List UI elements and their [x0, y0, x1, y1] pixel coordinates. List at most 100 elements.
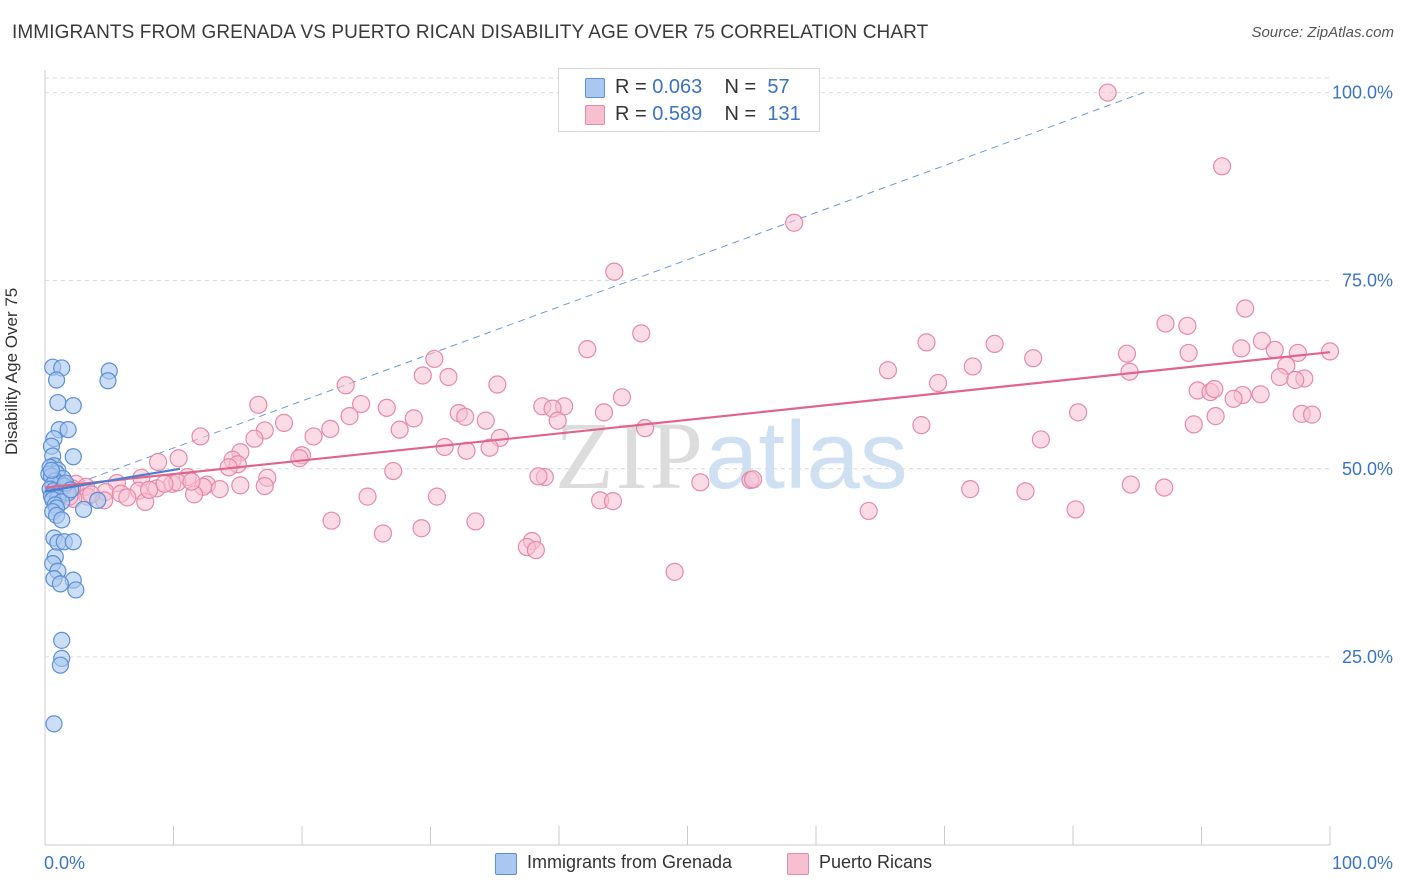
data-point-puerto-ricans	[1286, 370, 1305, 390]
data-point-puerto-ricans	[578, 340, 597, 359]
data-point-puerto-ricans	[340, 407, 359, 426]
data-point-puerto-ricans	[605, 262, 624, 281]
data-point-puerto-ricans	[322, 511, 341, 530]
data-point-grenada	[74, 500, 93, 519]
data-point-puerto-ricans	[1155, 478, 1174, 497]
data-point-puerto-ricans	[1069, 403, 1088, 422]
data-point-puerto-ricans	[1178, 316, 1197, 335]
data-point-puerto-ricans	[785, 213, 804, 232]
legend-r-label: R =	[615, 103, 653, 125]
data-point-puerto-ricans	[859, 501, 878, 521]
data-point-puerto-ricans	[1320, 342, 1340, 361]
data-point-puerto-ricans	[529, 467, 548, 486]
data-point-grenada	[64, 396, 82, 415]
legend-r-value: 0.589	[652, 103, 703, 125]
data-point-puerto-ricans	[476, 411, 495, 430]
data-point-puerto-ricans	[480, 438, 499, 457]
data-point-puerto-ricans	[169, 449, 188, 468]
data-point-puerto-ricans	[155, 474, 174, 493]
data-point-puerto-ricans	[290, 449, 309, 468]
data-point-puerto-ricans	[1206, 407, 1225, 426]
data-point-puerto-ricans	[548, 411, 567, 430]
data-point-puerto-ricans	[612, 388, 632, 407]
data-point-puerto-ricans	[352, 394, 371, 414]
data-point-grenada	[47, 371, 66, 389]
legend-swatch-blue	[495, 853, 517, 875]
data-point-puerto-ricans	[210, 480, 229, 499]
data-point-puerto-ricans	[1016, 482, 1035, 501]
data-point-puerto-ricans	[377, 398, 396, 417]
legend-swatch-pink	[787, 853, 809, 875]
data-point-puerto-ricans	[912, 416, 931, 435]
data-point-puerto-ricans	[1302, 405, 1322, 424]
data-point-puerto-ricans	[439, 367, 458, 387]
legend-label-puerto-ricans: Puerto Ricans	[819, 852, 933, 872]
data-point-puerto-ricans	[961, 480, 980, 499]
data-point-grenada	[53, 631, 71, 649]
data-point-puerto-ricans	[148, 452, 168, 472]
data-point-puerto-ricans	[425, 349, 444, 369]
data-point-grenada	[53, 511, 71, 529]
data-point-puerto-ricans	[526, 540, 545, 560]
data-point-puerto-ricans	[1156, 314, 1175, 333]
data-point-puerto-ricans	[928, 373, 948, 393]
data-point-puerto-ricans	[1265, 340, 1284, 360]
correlation-legend: R = 0.063 N = 57 R = 0.589 N = 131	[558, 68, 820, 132]
x-tick-label: 0.0%	[44, 853, 85, 873]
data-point-puerto-ricans	[1252, 331, 1271, 350]
legend-n-value: 57	[767, 76, 790, 98]
data-point-puerto-ricans	[1117, 344, 1137, 363]
data-point-grenada	[51, 656, 70, 674]
data-point-puerto-ricans	[231, 476, 250, 495]
data-point-puerto-ricans	[1098, 83, 1117, 102]
data-point-grenada	[51, 575, 70, 593]
data-point-puerto-ricans	[245, 429, 264, 448]
trendline-grenada	[44, 467, 181, 493]
data-point-puerto-ricans	[139, 480, 159, 499]
data-point-puerto-ricans	[1121, 475, 1140, 494]
data-point-puerto-ricans	[274, 413, 294, 432]
data-point-puerto-ricans	[336, 376, 355, 395]
data-point-puerto-ricans	[985, 334, 1004, 353]
data-point-puerto-ricans	[488, 375, 507, 394]
y-tick-label: 50.0%	[1342, 459, 1393, 479]
reference-line	[44, 92, 1144, 496]
data-point-puerto-ricans	[1251, 385, 1270, 404]
data-point-puerto-ricans	[1205, 379, 1224, 399]
legend-label-grenada: Immigrants from Grenada	[527, 852, 733, 872]
data-point-puerto-ricans	[1184, 415, 1203, 434]
trendline-puerto-ricans	[44, 351, 1331, 489]
data-point-puerto-ricans	[1066, 500, 1085, 519]
y-tick-label: 25.0%	[1342, 647, 1393, 667]
data-point-puerto-ricans	[255, 476, 274, 496]
data-point-grenada	[59, 421, 77, 439]
data-point-puerto-ricans	[594, 403, 614, 422]
data-point-puerto-ricans	[384, 461, 403, 481]
data-point-puerto-ricans	[413, 366, 432, 385]
legend-n-value: 131	[767, 103, 801, 125]
data-point-grenada	[89, 491, 107, 509]
data-point-puerto-ricans	[1224, 389, 1243, 408]
data-point-puerto-ricans	[466, 512, 485, 531]
data-point-grenada	[64, 448, 82, 466]
data-point-puerto-ricans	[456, 407, 475, 426]
data-point-puerto-ricans	[1288, 343, 1307, 363]
data-point-puerto-ricans	[412, 519, 431, 538]
y-tick-label: 75.0%	[1342, 271, 1393, 291]
data-point-puerto-ricans	[182, 472, 201, 491]
source-label: Source: ZipAtlas.com	[1251, 24, 1394, 41]
data-point-puerto-ricans	[917, 333, 936, 352]
data-point-grenada	[49, 393, 67, 412]
data-point-puerto-ricans	[1179, 343, 1198, 363]
legend-r-label: R =	[615, 76, 653, 98]
data-point-puerto-ricans	[1024, 349, 1043, 368]
data-point-puerto-ricans	[304, 427, 323, 446]
data-point-puerto-ricans	[390, 420, 409, 439]
data-point-puerto-ricans	[1212, 157, 1232, 176]
data-point-puerto-ricans	[427, 487, 447, 506]
data-point-puerto-ricans	[1232, 339, 1251, 358]
x-tick-label: 100.0%	[1332, 853, 1393, 873]
legend-n-label: N =	[724, 76, 762, 98]
data-point-puerto-ricans	[191, 427, 210, 446]
